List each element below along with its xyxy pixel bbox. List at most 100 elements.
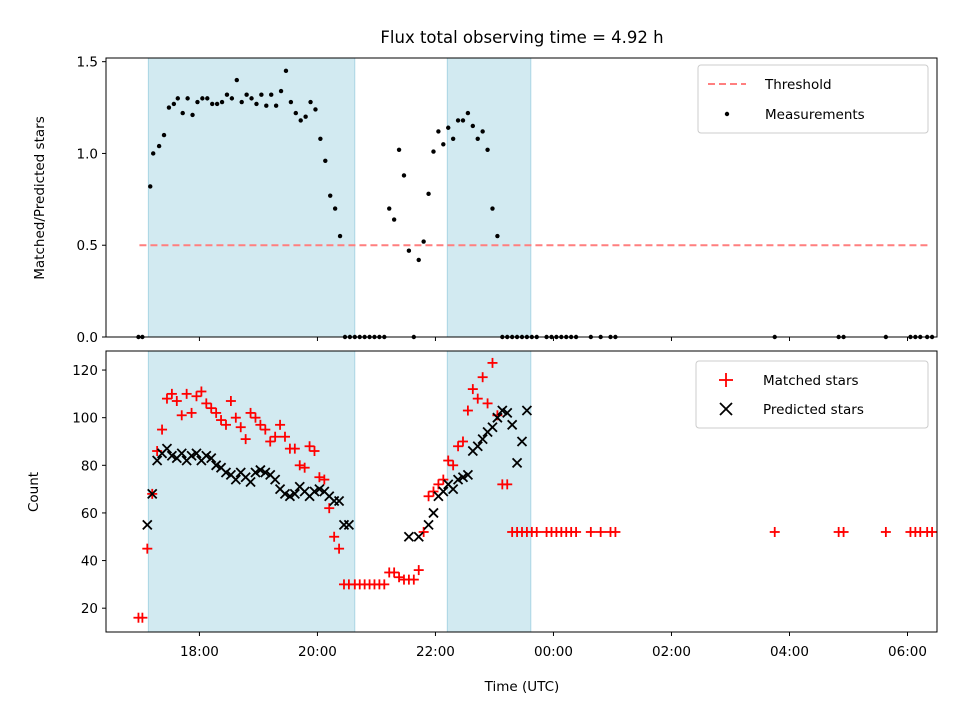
matched-stars-point: [571, 526, 582, 537]
predicted-stars-point: [250, 467, 261, 478]
predicted-stars-point: [142, 519, 153, 530]
predicted-stars-point: [270, 474, 281, 485]
predicted-stars-point: [343, 519, 355, 530]
predicted-stars-point: [260, 467, 271, 478]
predicted-stars-point: [457, 472, 469, 483]
top-y-tick-label: 0.0: [77, 330, 98, 346]
bottom-y-tick-label: 120: [72, 363, 98, 379]
bottom-y-tick-label: 20: [81, 601, 98, 617]
measurements-point: [214, 101, 220, 107]
bottom-y-tick-label: 60: [81, 506, 98, 522]
matched-stars-point: [394, 572, 405, 583]
predicted-stars-point: [211, 460, 222, 471]
bottom-legend: Matched stars Predicted stars: [695, 360, 929, 429]
predicted-stars-point: [161, 443, 173, 454]
bottom-plot-frame: [105, 350, 938, 633]
matched-stars-point: [191, 391, 202, 402]
measurements-point: [293, 110, 299, 116]
bottom-shaded-interval: [147, 350, 356, 633]
matched-stars-point: [453, 441, 464, 452]
measurements-legend-label: Measurements: [765, 107, 865, 123]
measurements-point: [205, 96, 210, 101]
predicted-stars-point: [284, 491, 296, 502]
measurements-point: [185, 96, 190, 101]
bottom-x-tick-label: 06:00: [888, 644, 927, 660]
bottom-x-axis: 18:00 20:00 22:00 00:00 02:00 04:00 06:00: [180, 632, 927, 660]
measurements-point: [387, 206, 392, 211]
matched-stars-point: [502, 479, 513, 490]
matched-stars-point: [423, 491, 434, 502]
bottom-x-tick-label: 20:00: [298, 644, 337, 660]
measurements-point: [455, 118, 461, 123]
measurements-point: [264, 103, 269, 108]
matched-stars-point: [260, 424, 271, 435]
predicted-stars-point: [403, 531, 415, 542]
predicted-stars-point: [462, 469, 474, 480]
measurements-legend-swatch: [724, 111, 730, 117]
measurements-point: [156, 143, 162, 149]
matched-stars-point: [408, 574, 419, 585]
predicted-stars-point: [314, 483, 325, 495]
measurements-point: [318, 136, 323, 141]
bottom-x-tick-label: 04:00: [770, 644, 809, 660]
predicted-stars-point: [413, 531, 424, 542]
measurements-point: [195, 99, 200, 105]
measurements-point: [465, 110, 471, 116]
measurements-point: [441, 142, 446, 147]
matched-stars-point: [230, 412, 241, 423]
top-legend: Threshold Measurements: [697, 64, 929, 134]
predicted-stars-point: [423, 519, 434, 530]
measurements-point: [475, 136, 480, 141]
measurements-point: [431, 149, 436, 154]
matched-stars-point: [161, 393, 172, 404]
measurements-point: [219, 99, 225, 105]
matched-stars-point: [299, 462, 310, 473]
predicted-stars-point: [166, 450, 178, 461]
matched-stars-point: [880, 526, 891, 537]
matched-stars-legend-swatch: [719, 373, 733, 387]
measurements-point: [480, 129, 485, 134]
measurements-point: [161, 132, 167, 138]
matched-stars-point: [166, 388, 177, 399]
measurements-point: [180, 110, 185, 116]
measurements-point: [283, 68, 289, 74]
predicted-stars-point: [502, 407, 513, 419]
matched-stars-point: [142, 543, 153, 554]
measurements-point: [200, 96, 205, 101]
predicted-stars-point: [438, 486, 449, 497]
predicted-stars-point: [333, 495, 345, 507]
measurements-point: [391, 217, 397, 222]
matched-stars-point: [531, 526, 542, 537]
top-plot-frame: [105, 57, 938, 338]
predicted-stars-point: [206, 453, 217, 464]
matched-stars-point: [235, 422, 246, 433]
matched-stars-point: [137, 612, 148, 623]
measurements-point: [308, 99, 313, 105]
bottom-x-tick-label: 02:00: [652, 644, 691, 660]
bottom-y-tick-label: 80: [81, 458, 98, 474]
predicted-stars-point: [245, 476, 256, 488]
matched-stars-point: [240, 434, 251, 445]
measurements-point: [254, 101, 259, 107]
predicted-stars-legend-label: Predicted stars: [763, 402, 864, 418]
bottom-y-tick-label: 40: [81, 554, 98, 570]
measurements-point: [239, 99, 244, 105]
measurements-point: [151, 151, 156, 156]
measurements-point: [171, 101, 177, 107]
measurements-point: [495, 233, 500, 239]
top-y-tick-label: 1.0: [77, 146, 98, 162]
matched-stars-point: [196, 386, 207, 397]
measurements-point: [460, 118, 466, 123]
top-y-tick-label: 1.5: [77, 55, 98, 71]
measurements-point: [210, 101, 215, 107]
measurements-point: [224, 92, 230, 97]
predicted-stars-point: [176, 448, 187, 459]
matched-stars-point: [265, 436, 276, 447]
predicted-stars-point: [279, 488, 291, 500]
measurements-point: [269, 92, 274, 97]
matched-stars-point: [443, 455, 454, 466]
measurements-point: [485, 147, 490, 152]
matched-stars-point: [255, 419, 266, 430]
predicted-stars-point: [507, 419, 518, 430]
top-y-tick-label: 0.5: [77, 238, 98, 254]
